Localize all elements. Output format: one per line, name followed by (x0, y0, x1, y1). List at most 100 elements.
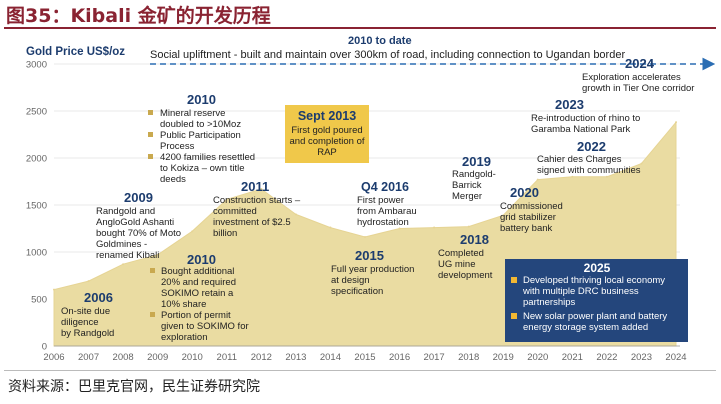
x-tick-label: 2011 (217, 352, 237, 363)
data-point (433, 226, 436, 229)
annotation-text: by Randgold (61, 328, 114, 339)
annotation-year-2018: 2018 (460, 232, 489, 247)
annotation-2019: 2019 Randgold- Barrick Merger (452, 154, 496, 202)
annotation-text: diligence (61, 317, 99, 328)
x-tick-label: 2021 (562, 352, 583, 363)
annotation-q4-2016: Q4 2016 First power from Ambarau hydrost… (357, 180, 417, 228)
annotation-2025: 2025 Developed thriving local economy wi… (505, 259, 688, 342)
annotation-text: growth in Tier One corridor (582, 83, 694, 94)
annotation-text: UG mine (438, 259, 475, 270)
annotation-text: Randgold- (452, 169, 496, 180)
annotation-bullet: SOKIMO retain a (161, 288, 234, 299)
data-point (260, 188, 263, 191)
annotation-bullet: 20% and required (161, 277, 236, 288)
data-point (156, 253, 159, 256)
data-point (191, 230, 194, 233)
annotation-text: grid stabilizer (500, 212, 556, 223)
annotation-text: renamed Kibali (96, 250, 159, 261)
data-point (398, 227, 401, 230)
data-point (467, 225, 470, 228)
annotation-2023: 2023 Re-introduction of rhino to Garamba… (531, 97, 640, 135)
data-point (122, 263, 125, 266)
data-point (640, 162, 643, 165)
annotation-bullet: 10% share (161, 299, 206, 310)
annotation-text: Barrick (452, 180, 482, 191)
annotation-text: investment of $2.5 (213, 217, 291, 228)
annotation-text: AngloGold Ashanti (96, 217, 174, 228)
annotation-bullet: Process (160, 141, 195, 152)
annotation-text: committed (213, 206, 257, 217)
y-tick-label: 2000 (26, 154, 47, 165)
annotation-year-2024: 2024 (625, 56, 655, 71)
annotation-text: Garamba National Park (531, 124, 631, 135)
bullet (150, 268, 155, 273)
banner-text: Social upliftment - built and maintain o… (150, 49, 625, 61)
source-divider (4, 370, 716, 371)
banner-year: 2010 to date (348, 35, 412, 47)
annotation-year-2009: 2009 (124, 190, 153, 205)
annotation-text: bought 70% of Moto (96, 228, 181, 239)
annotation-text: hydrostation (357, 217, 409, 228)
annotation-bullet: Bought additional (161, 266, 234, 277)
box-2025 (505, 259, 688, 342)
annotation-text: Merger (452, 191, 482, 202)
annotation-year-2015: 2015 (355, 248, 384, 263)
annotation-year-2010: 2010 (187, 92, 216, 107)
data-point (571, 175, 574, 178)
annotation-2009: 2009 Randgold and AngloGold Ashanti boug… (96, 190, 181, 261)
annotation-bullet: with multiple DRC business (522, 286, 639, 297)
annotation-text: First gold poured (291, 125, 362, 136)
annotation-bullet: to Kokiza – own title (160, 163, 245, 174)
annotation-year-2022: 2022 (577, 139, 606, 154)
x-tick-label: 2023 (631, 352, 652, 363)
annotation-bullet: doubled to >10Moz (160, 119, 241, 130)
annotation-2006: 2006 On-site due diligence by Randgold (61, 290, 114, 339)
annotation-text: On-site due (61, 306, 110, 317)
annotation-bullet: deeds (160, 174, 186, 185)
annotation-year-2025: 2025 (584, 261, 611, 275)
annotation-text: billion (213, 228, 237, 239)
annotation-text: Cahier des Charges (537, 154, 622, 165)
x-tick-label: 2013 (285, 352, 306, 363)
annotation-2018: 2018 Completed UG mine development (438, 232, 493, 281)
annotation-bullet: partnerships (523, 297, 576, 308)
annotation-year-2006: 2006 (84, 290, 113, 305)
annotation-year-2011: 2011 (241, 179, 269, 194)
data-point (502, 214, 505, 217)
annotation-text: signed with communities (537, 165, 641, 176)
figure-title: 图35：Kibali 金矿的开发历程 (6, 5, 271, 27)
title-divider (4, 27, 716, 29)
data-point (675, 121, 677, 124)
annotation-text: Commissioned (500, 201, 563, 212)
x-tick-label: 2015 (354, 352, 375, 363)
y-axis-label: Gold Price US$/oz (26, 46, 125, 58)
annotation-2010-lower: 2010 Bought additional 20% and required … (150, 252, 249, 343)
data-point (364, 235, 366, 238)
data-point (605, 175, 608, 178)
annotation-bullet: 4200 families resettled (160, 152, 255, 163)
annotation-bullet: Public Participation (160, 130, 241, 141)
highlight-box (285, 105, 369, 163)
y-tick-label: 3000 (26, 60, 47, 71)
x-tick-label: 2012 (251, 352, 272, 363)
annotation-bullet: Portion of permit (161, 310, 231, 321)
bullet (148, 132, 153, 137)
x-tick-label: 2016 (389, 352, 410, 363)
x-tick-label: 2009 (147, 352, 168, 363)
annotation-text: Exploration accelerates (582, 72, 681, 83)
annotation-text: Full year production (331, 264, 414, 275)
annotation-text: Construction starts – (213, 195, 301, 206)
bullet (150, 312, 155, 317)
y-tick-label: 1500 (26, 201, 47, 212)
annotation-text: development (438, 270, 493, 281)
annotation-bullet: exploration (161, 332, 207, 343)
annotation-bullet: Mineral reserve (160, 108, 225, 119)
x-tick-label: 2019 (493, 352, 514, 363)
bullet (148, 110, 153, 115)
annotation-text: battery bank (500, 223, 553, 234)
annotation-text: RAP (317, 147, 337, 158)
data-point (294, 213, 297, 216)
x-tick-label: 2020 (527, 352, 548, 363)
annotation-year-sept-2013: Sept 2013 (298, 109, 356, 123)
